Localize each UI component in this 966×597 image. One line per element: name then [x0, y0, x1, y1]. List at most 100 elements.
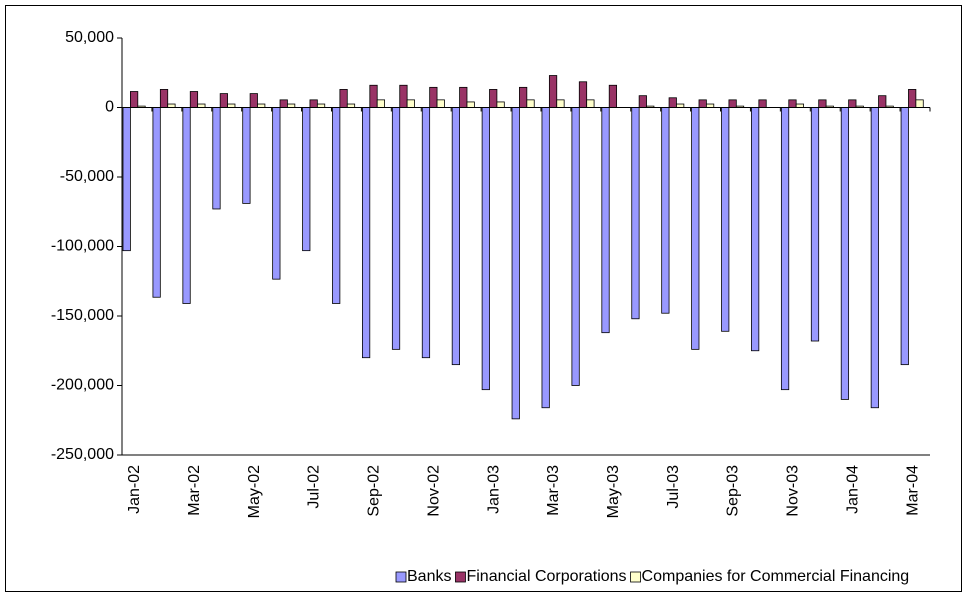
bar: [279, 99, 288, 108]
bar: [459, 86, 468, 108]
bar: [376, 99, 386, 108]
legend-label: Banks: [407, 568, 451, 585]
bar: [346, 103, 356, 108]
y-tick-label: -100,000: [51, 238, 114, 255]
legend-label: Companies for Commercial Financing: [642, 568, 910, 585]
bar: [122, 107, 131, 252]
bar: [848, 99, 857, 108]
bar: [751, 107, 760, 352]
bar: [257, 103, 266, 108]
x-tick-label: Sep-03: [725, 465, 742, 517]
y-tick-label: -150,000: [51, 307, 114, 324]
bar: [668, 97, 677, 108]
bar: [406, 99, 415, 108]
bar: [369, 84, 378, 108]
bar: [436, 99, 445, 108]
bar: [399, 84, 408, 108]
bar: [421, 107, 431, 359]
bar: [915, 99, 924, 108]
bar: [249, 93, 258, 108]
bar: [159, 89, 169, 108]
bar: [287, 103, 296, 108]
x-tick-label: Sep-02: [366, 465, 383, 517]
bar: [316, 103, 326, 108]
bar: [466, 101, 475, 108]
bar: [362, 107, 371, 359]
bar: [391, 107, 401, 350]
legend-label: Financial Corporations: [466, 568, 626, 585]
legend-swatch: [395, 571, 407, 583]
bar: [676, 103, 685, 108]
bar: [795, 103, 804, 108]
x-tick-label: May-02: [246, 465, 263, 518]
y-tick-label: -200,000: [51, 377, 114, 394]
bar: [691, 107, 700, 350]
bar: [481, 107, 490, 391]
bar: [878, 95, 887, 108]
bar: [526, 99, 535, 108]
bar: [608, 84, 618, 108]
y-tick-label: -250,000: [51, 446, 114, 463]
bar: [870, 107, 879, 409]
bar: [818, 99, 827, 108]
bar: [339, 89, 348, 108]
x-tick-label: Jan-04: [844, 465, 861, 514]
bar: [129, 91, 139, 108]
bar: [721, 107, 730, 332]
bar: [780, 107, 790, 391]
bar: [242, 107, 251, 204]
bar: [429, 86, 438, 108]
bar: [788, 99, 797, 108]
bar: [189, 91, 199, 108]
bar: [197, 103, 206, 108]
bar: [698, 99, 707, 108]
bar: [758, 99, 767, 108]
x-tick-label: Jan-02: [126, 465, 143, 514]
bar: [578, 81, 588, 108]
bar: [548, 75, 558, 108]
bar: [302, 107, 311, 252]
bar: [705, 103, 715, 108]
bar: [152, 107, 161, 298]
x-tick-label: Jul-03: [665, 465, 682, 509]
x-tick-label: Jan-03: [485, 465, 502, 514]
y-tick-label: 50,000: [65, 29, 114, 46]
bar: [212, 107, 221, 210]
bar: [182, 107, 191, 304]
bar: [631, 107, 640, 320]
bar: [309, 99, 318, 108]
x-tick-label: May-03: [605, 465, 622, 518]
bar: [541, 107, 550, 409]
bar: [272, 107, 281, 280]
bar: [638, 95, 647, 108]
bar: [900, 107, 909, 366]
x-tick-label: Nov-03: [785, 465, 802, 517]
bar: [227, 103, 236, 108]
y-tick-label: 0: [105, 99, 114, 116]
bar: [571, 107, 580, 386]
x-tick-label: Mar-04: [904, 465, 921, 516]
bar: [661, 107, 670, 314]
bar: [556, 99, 565, 108]
x-tick-label: Mar-02: [186, 465, 203, 516]
bar: [840, 107, 850, 400]
bar: [167, 103, 176, 108]
bar: [219, 93, 228, 108]
bar: [810, 107, 820, 342]
bar: [519, 86, 528, 108]
legend-swatch: [630, 571, 641, 583]
bar: [728, 99, 737, 108]
bar: [586, 99, 595, 108]
bar: [511, 107, 520, 420]
bar: [908, 89, 917, 108]
x-tick-label: Mar-03: [545, 465, 562, 516]
x-tick-label: Jul-02: [306, 465, 323, 509]
bar: [496, 101, 505, 108]
bar: [332, 107, 341, 304]
x-tick-label: Nov-02: [425, 465, 442, 517]
y-tick-label: -50,000: [60, 168, 114, 185]
bar: [601, 107, 610, 334]
legend-swatch: [455, 571, 466, 583]
bar: [489, 89, 498, 108]
